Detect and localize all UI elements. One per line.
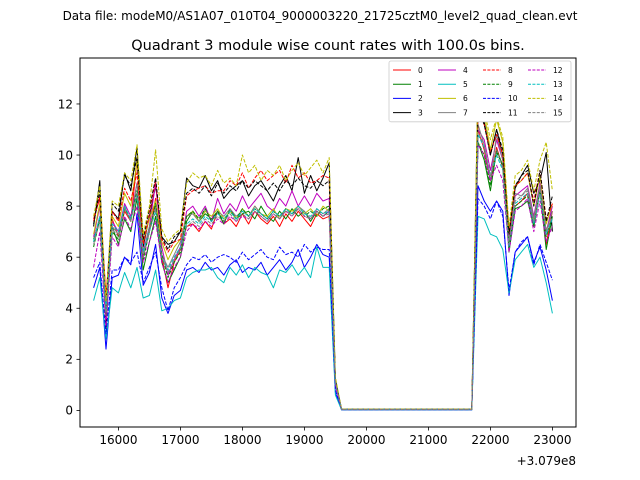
x-tick-label: 16000 xyxy=(99,433,137,447)
y-tick-label: 6 xyxy=(65,250,73,264)
legend-label-7: 7 xyxy=(463,108,468,117)
chart-suptitle: Data file: modeM0/AS1A07_010T04_90000032… xyxy=(63,9,578,23)
plot-area: 16000 17000 18000 19000 20000 21000 22000 23000… xyxy=(58,57,577,468)
x-tick-label: 22000 xyxy=(471,433,509,447)
y-tick-label: 10 xyxy=(58,148,73,162)
y-tick-label: 2 xyxy=(65,353,73,367)
legend-label-0: 0 xyxy=(418,66,423,75)
series-line-11 xyxy=(93,108,553,410)
chart-title: Quadrant 3 module wise count rates with … xyxy=(131,38,525,54)
legend-label-2: 2 xyxy=(418,94,423,103)
x-tick-label: 17000 xyxy=(161,433,199,447)
legend-label-5: 5 xyxy=(463,80,468,89)
series-line-14 xyxy=(93,75,553,410)
series-layer xyxy=(93,75,553,411)
legend-label-3: 3 xyxy=(418,108,423,117)
series-line-10 xyxy=(93,197,553,411)
series-line-13 xyxy=(93,134,553,410)
legend-label-14: 14 xyxy=(553,94,563,103)
y-axis: 0 2 4 6 8 10 12 xyxy=(58,97,80,418)
legend-label-9: 9 xyxy=(508,80,513,89)
legend-label-11: 11 xyxy=(508,108,518,117)
legend-label-8: 8 xyxy=(508,66,513,75)
y-tick-label: 0 xyxy=(65,404,73,418)
legend-label-10: 10 xyxy=(508,94,518,103)
legend-label-1: 1 xyxy=(418,80,423,89)
x-tick-label: 23000 xyxy=(533,433,571,447)
y-tick-label: 4 xyxy=(65,302,73,316)
x-tick-label: 20000 xyxy=(347,433,385,447)
series-line-15 xyxy=(93,131,553,410)
x-offset-label: +3.079e8 xyxy=(517,454,576,468)
legend-label-6: 6 xyxy=(463,94,468,103)
legend-label-13: 13 xyxy=(553,80,563,89)
y-tick-label: 12 xyxy=(58,97,73,111)
x-tick-label: 19000 xyxy=(285,433,323,447)
x-tick-label: 21000 xyxy=(409,433,447,447)
series-line-8 xyxy=(93,116,553,410)
axes-frame xyxy=(79,57,577,428)
x-tick-label: 18000 xyxy=(223,433,261,447)
legend-label-4: 4 xyxy=(463,66,468,75)
legend-label-15: 15 xyxy=(553,108,563,117)
legend-box xyxy=(388,60,572,123)
y-tick-label: 8 xyxy=(65,199,73,213)
x-axis: 16000 17000 18000 19000 20000 21000 22000 23000 xyxy=(99,427,572,447)
legend-label-12: 12 xyxy=(553,66,563,75)
